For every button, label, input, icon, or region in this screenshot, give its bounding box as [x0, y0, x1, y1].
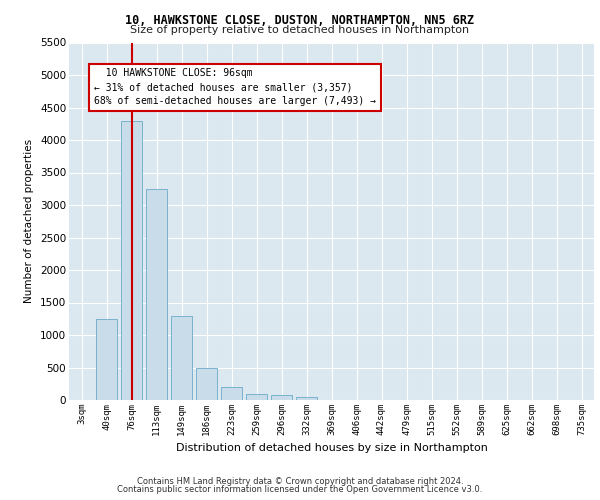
- Bar: [171, 316, 192, 400]
- Bar: [146, 188, 167, 400]
- Text: Contains public sector information licensed under the Open Government Licence v3: Contains public sector information licen…: [118, 485, 482, 494]
- Bar: [96, 319, 117, 400]
- Bar: [296, 397, 317, 400]
- Y-axis label: Number of detached properties: Number of detached properties: [25, 139, 34, 304]
- Bar: [221, 387, 242, 400]
- Bar: [271, 396, 292, 400]
- X-axis label: Distribution of detached houses by size in Northampton: Distribution of detached houses by size …: [176, 444, 487, 454]
- Bar: [121, 120, 142, 400]
- Text: Size of property relative to detached houses in Northampton: Size of property relative to detached ho…: [130, 25, 470, 35]
- Text: 10 HAWKSTONE CLOSE: 96sqm  
← 31% of detached houses are smaller (3,357)
68% of : 10 HAWKSTONE CLOSE: 96sqm ← 31% of detac…: [94, 68, 376, 106]
- Text: 10, HAWKSTONE CLOSE, DUSTON, NORTHAMPTON, NN5 6RZ: 10, HAWKSTONE CLOSE, DUSTON, NORTHAMPTON…: [125, 14, 475, 27]
- Text: Contains HM Land Registry data © Crown copyright and database right 2024.: Contains HM Land Registry data © Crown c…: [137, 477, 463, 486]
- Bar: [246, 394, 267, 400]
- Bar: [196, 368, 217, 400]
